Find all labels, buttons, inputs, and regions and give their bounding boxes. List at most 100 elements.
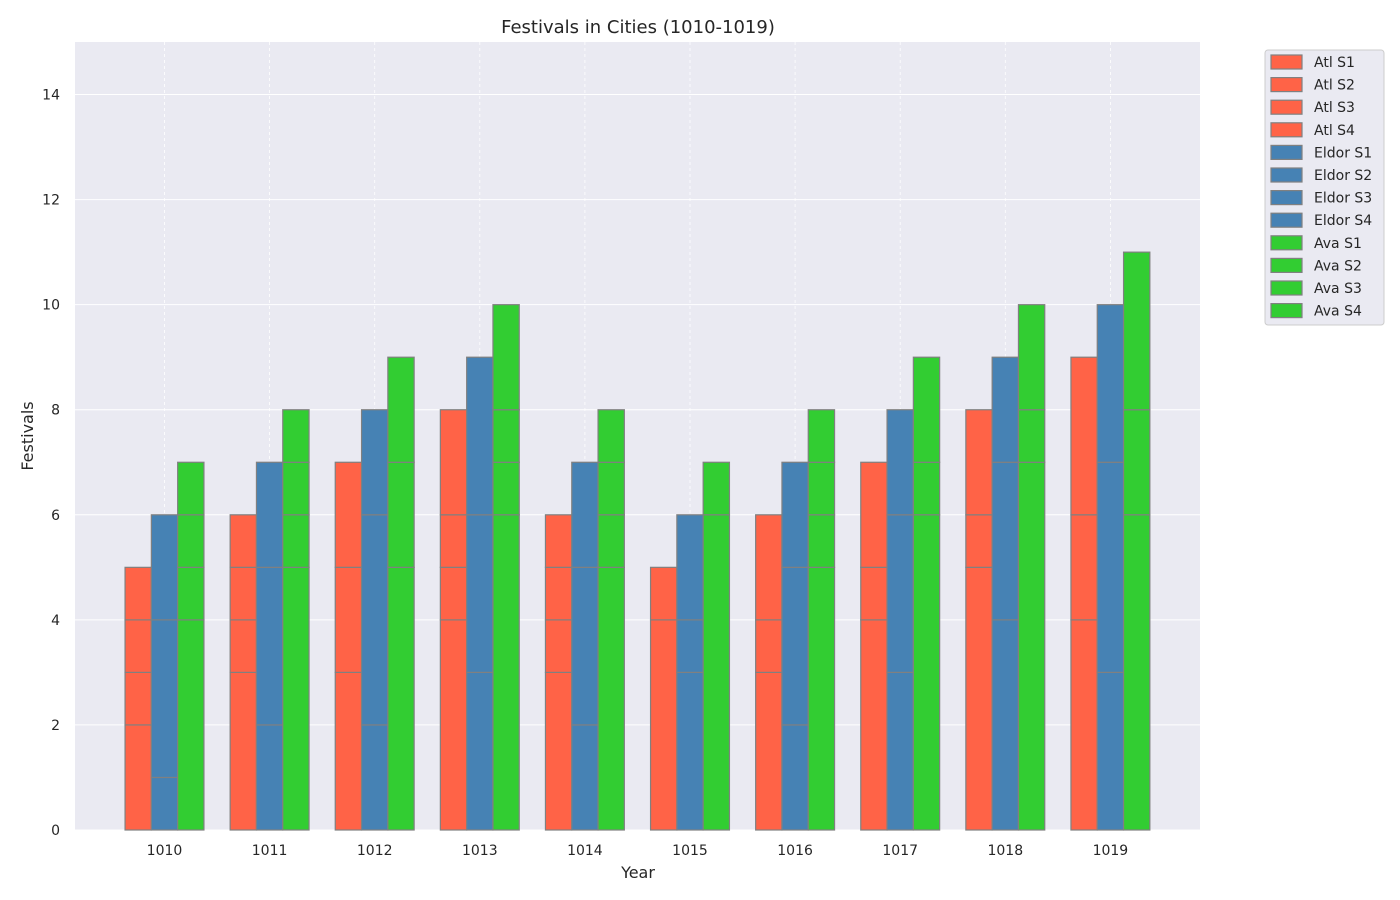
- bar-segment: [124, 671, 152, 726]
- bar-segment: [334, 461, 363, 568]
- x-tick-label: 1018: [987, 843, 1023, 859]
- bar-segment: [991, 461, 1020, 621]
- legend-label: Ava S4: [1314, 304, 1362, 320]
- y-axis-label: Festivals: [18, 401, 37, 470]
- bar-segment: [1122, 251, 1151, 411]
- bar-segment: [702, 461, 731, 516]
- bar-segment: [466, 356, 494, 516]
- legend-swatch: [1270, 190, 1303, 206]
- y-tick-labels: 0 2 4 6 8 10 12 14: [42, 88, 60, 839]
- bar-segment: [1017, 409, 1046, 463]
- y-tick-label: 12: [42, 193, 60, 209]
- bar-segment: [282, 566, 310, 831]
- legend-swatch: [1270, 280, 1303, 296]
- x-axis-label: Year: [620, 863, 655, 882]
- bar-segment: [282, 514, 310, 568]
- bar-segment: [387, 566, 415, 831]
- bar-segment: [387, 461, 415, 568]
- bar-segment: [360, 724, 389, 831]
- bar-segment: [912, 514, 941, 831]
- bar-segment: [124, 566, 152, 621]
- bar-segment: [229, 671, 258, 831]
- bar-segment: [860, 461, 888, 568]
- legend-swatch: [1270, 235, 1303, 251]
- bar-segment: [439, 409, 468, 516]
- bar-segment: [466, 671, 494, 831]
- y-tick-label: 4: [51, 613, 60, 629]
- x-tick-label: 1011: [252, 843, 288, 859]
- x-tick-label: 1019: [1093, 843, 1129, 859]
- bar-segment: [676, 619, 704, 673]
- legend-label: Eldor S2: [1314, 168, 1372, 184]
- bar-segment: [755, 671, 783, 831]
- x-tick-labels: 1010 1011 1012 1013 1014 1015 1016 1017 1018 1019: [147, 843, 1129, 859]
- bar-segment: [1122, 514, 1151, 831]
- bar-segment: [150, 619, 179, 779]
- bar-segment: [807, 461, 836, 516]
- y-tick-label: 14: [42, 88, 60, 104]
- bar-segment: [781, 724, 809, 831]
- bar-segment: [676, 514, 704, 621]
- bar-segment: [649, 619, 678, 831]
- bar-segment: [781, 566, 809, 726]
- y-tick-label: 2: [51, 718, 60, 734]
- bars: [124, 251, 1151, 831]
- bar-segment: [255, 461, 284, 568]
- legend-label: Atl S4: [1314, 123, 1355, 139]
- bar-segment: [676, 671, 704, 831]
- bar-segment: [571, 724, 599, 831]
- legend-swatch: [1270, 144, 1303, 160]
- legend-swatch: [1270, 122, 1303, 138]
- bar-segment: [177, 461, 205, 516]
- bar-segment: [255, 724, 284, 831]
- x-tick-label: 1017: [882, 843, 918, 859]
- bar-segment: [781, 461, 809, 568]
- x-tick-label: 1012: [357, 843, 393, 859]
- legend-frame: [1264, 49, 1385, 326]
- bar-segment: [991, 619, 1020, 831]
- bar-segment: [807, 409, 836, 463]
- legend-swatch: [1270, 212, 1303, 228]
- bar-segment: [571, 461, 599, 568]
- bar-segment: [492, 461, 520, 516]
- bar-segment: [597, 461, 625, 516]
- bar-segment: [282, 461, 310, 516]
- bar-segment: [544, 671, 573, 831]
- legend-label: Atl S1: [1314, 55, 1355, 71]
- legend-swatch: [1270, 167, 1303, 183]
- bar-segment: [360, 514, 389, 726]
- bar-segment: [597, 409, 625, 463]
- bar-segment: [1096, 461, 1125, 673]
- legend-label: Eldor S4: [1314, 213, 1372, 229]
- y-tick-label: 8: [51, 403, 60, 419]
- bar-segment: [860, 566, 888, 621]
- bar-segment: [124, 619, 152, 673]
- bar-segment: [334, 671, 363, 831]
- chart-title: Festivals in Cities (1010-1019): [501, 17, 775, 38]
- legend-label: Eldor S3: [1314, 191, 1372, 207]
- bar-segment: [492, 304, 520, 411]
- bar-segment: [807, 514, 836, 568]
- legend-swatch: [1270, 54, 1303, 70]
- bar-segment: [1070, 514, 1098, 621]
- bar-segment: [991, 356, 1020, 463]
- bar-segment: [492, 514, 520, 831]
- y-tick-label: 10: [42, 298, 60, 314]
- bar-segment: [1096, 304, 1125, 463]
- bar-segment: [150, 776, 179, 831]
- bar-segment: [912, 356, 941, 463]
- bar-segment: [807, 566, 836, 831]
- bar-segment: [150, 514, 179, 621]
- legend-swatch: [1270, 257, 1303, 273]
- bar-segment: [755, 514, 783, 621]
- bar-segment: [1122, 409, 1151, 516]
- bar-segment: [124, 724, 152, 831]
- bar-segment: [886, 514, 914, 673]
- bar-segment: [229, 514, 258, 568]
- legend-swatch: [1270, 76, 1303, 93]
- bar-segment: [177, 514, 205, 568]
- x-tick-label: 1014: [567, 843, 603, 859]
- bar-segment: [439, 514, 468, 568]
- bar-segment: [886, 409, 914, 516]
